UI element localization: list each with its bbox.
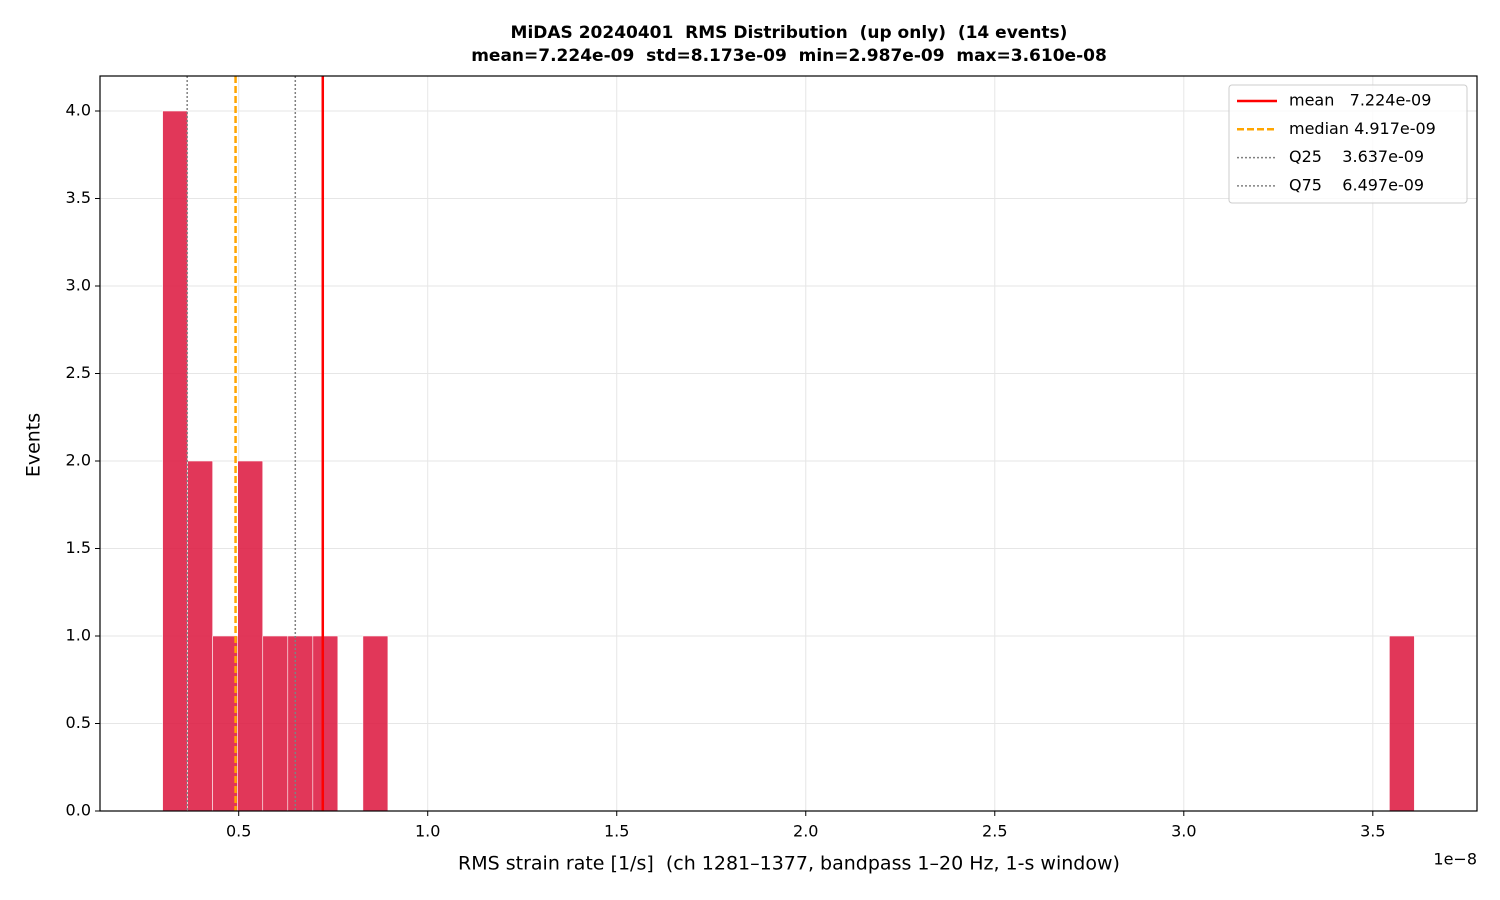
bar — [312, 635, 339, 812]
x-tick-label: 0.5 — [226, 822, 251, 841]
bar — [237, 460, 264, 812]
y-tick-label: 3.0 — [66, 276, 91, 295]
x-tick-label: 1.0 — [415, 822, 440, 841]
bar — [362, 635, 389, 812]
x-axis-label: RMS strain rate [1/s] (ch 1281–1377, ban… — [458, 853, 1120, 875]
y-tick-label: 1.5 — [66, 538, 91, 557]
x-tick-label: 3.5 — [1360, 822, 1385, 841]
legend-label: median 4.917e-09 — [1289, 119, 1436, 138]
x-tick-label: 1.5 — [604, 822, 629, 841]
y-tick-label: 0.0 — [66, 801, 91, 820]
bar — [1389, 635, 1415, 812]
y-tick-label: 2.5 — [66, 363, 91, 382]
x-tick-label: 2.0 — [793, 822, 818, 841]
legend-label: mean 7.224e-09 — [1289, 91, 1431, 110]
y-tick-label: 3.5 — [66, 188, 91, 207]
chart-subtitle: mean=7.224e-09 std=8.173e-09 min=2.987e-… — [471, 46, 1107, 66]
bar — [262, 635, 289, 812]
bar — [187, 460, 213, 812]
bar — [287, 635, 314, 812]
x-tick-label: 2.5 — [982, 822, 1007, 841]
legend-box — [1228, 84, 1468, 204]
bar — [162, 110, 188, 812]
plot-frame — [99, 75, 1478, 812]
chart-title: MiDAS 20240401 RMS Distribution (up only… — [511, 23, 1068, 43]
y-tick-label: 1.0 — [66, 626, 91, 645]
legend-label: Q25 3.637e-09 — [1289, 147, 1424, 166]
legend-label: Q75 6.497e-09 — [1289, 175, 1424, 194]
y-axis-label: Events — [23, 413, 45, 477]
x-offset-label: 1e−8 — [1433, 850, 1477, 869]
x-tick-label: 3.0 — [1171, 822, 1196, 841]
y-tick-label: 0.5 — [66, 713, 91, 732]
bar — [212, 635, 239, 812]
y-tick-label: 2.0 — [66, 451, 91, 470]
y-tick-label: 4.0 — [66, 101, 91, 120]
